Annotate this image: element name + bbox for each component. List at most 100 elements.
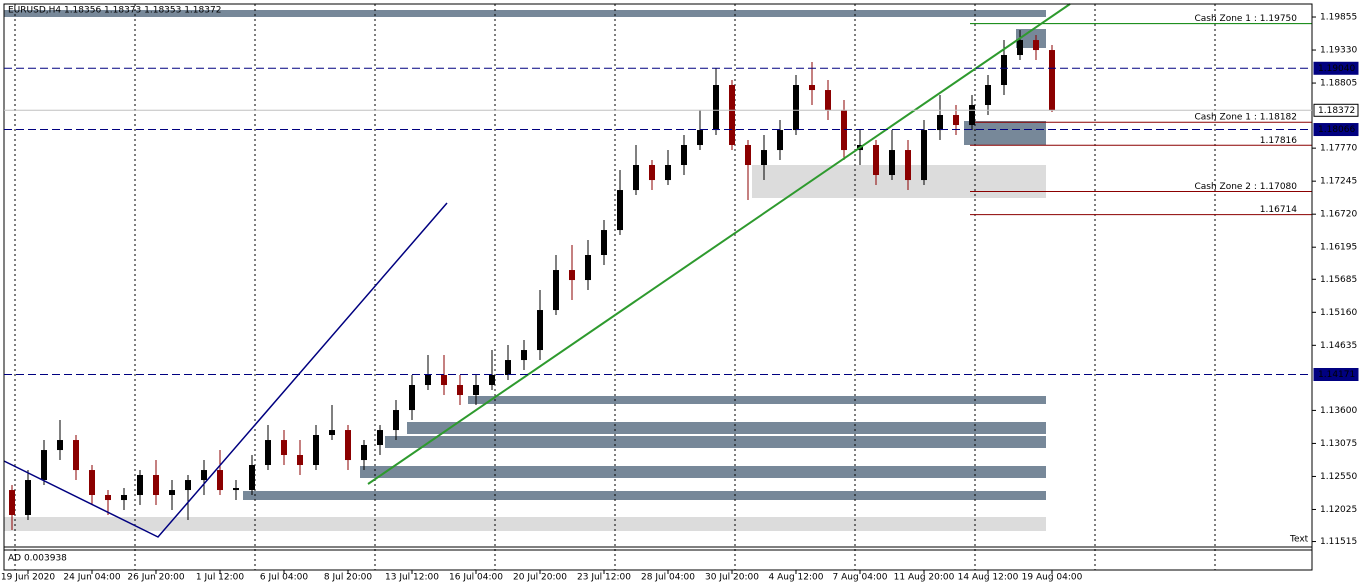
- candle-body: [409, 385, 415, 411]
- x-tick-label: 30 Jul 20:00: [705, 573, 759, 583]
- candle-body: [713, 85, 719, 131]
- candle-body: [313, 435, 319, 466]
- y-tick-label: 1.18805: [1320, 79, 1357, 89]
- candle-body: [905, 150, 911, 181]
- candle-body: [793, 85, 799, 131]
- candle-body: [889, 150, 895, 176]
- x-tick-label: 20 Jul 20:00: [513, 573, 567, 583]
- y-tick-label: 1.19855: [1320, 13, 1357, 23]
- candle-body: [665, 165, 671, 181]
- y-tick-label: 1.12025: [1320, 505, 1357, 515]
- frame: [3, 3, 1313, 571]
- symbol-header: EURUSD,H4 1.18356 1.18373 1.18353 1.1837…: [8, 6, 221, 16]
- candle-body: [873, 145, 879, 176]
- candle-body: [201, 470, 207, 481]
- price-tag-label: 1.19040: [1318, 64, 1355, 74]
- y-tick-label: 1.19330: [1320, 46, 1357, 56]
- candle-body: [265, 440, 271, 466]
- candle-body: [457, 385, 463, 396]
- candle-body: [1049, 50, 1055, 111]
- candle-body: [1017, 40, 1023, 56]
- plot: Cash Zone 1 : 1.19750 Cash Zone 1 : 1.181…: [9, 14, 1312, 531]
- candle-body: [425, 375, 431, 386]
- candle-body: [681, 145, 687, 166]
- candle-body: [553, 270, 559, 311]
- trend-line: [367, 3, 1071, 485]
- zone: [964, 121, 1046, 145]
- x-tick-label: 14 Aug 12:00: [958, 573, 1019, 583]
- candle-body: [89, 470, 95, 496]
- zone: [4, 10, 1046, 17]
- y-tick-label: 1.14635: [1320, 341, 1357, 351]
- candle-body: [585, 255, 591, 281]
- price-tag-label: 1.18372: [1318, 106, 1355, 116]
- candle-body: [1033, 40, 1039, 51]
- candle-body: [217, 470, 223, 491]
- level-label: 1.16714: [1260, 205, 1297, 215]
- candle-body: [521, 350, 527, 361]
- candle-body: [505, 360, 511, 376]
- zones: [4, 10, 1046, 531]
- candle-body: [57, 440, 63, 451]
- candle-body: [345, 430, 351, 461]
- price-tag: [1313, 61, 1359, 75]
- candle-body: [185, 480, 191, 491]
- y-tick-label: 1.15160: [1320, 308, 1357, 318]
- candle-body: [617, 190, 623, 231]
- zone: [407, 422, 1046, 434]
- candle-body: [249, 465, 255, 491]
- candle-body: [825, 90, 831, 111]
- price-tag-label: 1.14171: [1318, 370, 1355, 380]
- y-tick-label: 1.16720: [1320, 210, 1357, 220]
- y-tick-label: 1.17245: [1320, 177, 1357, 187]
- candle-body: [153, 475, 159, 496]
- level-label: 1.17816: [1260, 136, 1297, 146]
- candle-body: [137, 475, 143, 496]
- candle-body: [361, 445, 367, 461]
- price-tag: [1313, 103, 1359, 117]
- indicator-label: AD 0.003938: [8, 554, 67, 564]
- candle-body: [393, 410, 399, 431]
- x-tick-label: 1 Jul 12:00: [196, 573, 245, 583]
- x-tick-label: 28 Jul 04:00: [641, 573, 695, 583]
- candle-body: [809, 85, 815, 91]
- candle-body: [537, 310, 543, 351]
- text-label: Text: [1289, 535, 1309, 545]
- x-tick-label: 26 Jun 20:00: [127, 573, 184, 583]
- candle-body: [745, 145, 751, 166]
- trend-line: [3, 202, 448, 538]
- level-label: Cash Zone 2 : 1.17080: [1194, 182, 1297, 192]
- trend-lines: [3, 3, 1071, 538]
- price-tag: [1313, 123, 1359, 137]
- zone: [4, 517, 1046, 531]
- candle-body: [777, 130, 783, 151]
- candle-body: [937, 115, 943, 131]
- x-tick-label: 11 Aug 20:00: [894, 573, 955, 583]
- candle-body: [1001, 55, 1007, 86]
- price-tag: [1313, 367, 1359, 381]
- x-tick-label: 23 Jul 12:00: [577, 573, 631, 583]
- candle-body: [441, 375, 447, 386]
- zone: [243, 491, 1046, 500]
- candle-body: [921, 130, 927, 181]
- y-tick-label: 1.13075: [1320, 439, 1357, 449]
- y-tick-label: 1.16195: [1320, 243, 1357, 253]
- y-tick-label: 1.15685: [1320, 275, 1357, 285]
- y-tick-label: 1.11515: [1320, 537, 1357, 547]
- candle-body: [985, 85, 991, 106]
- x-tick-label: 19 Aug 04:00: [1022, 573, 1083, 583]
- x-tick-label: 8 Jul 20:00: [324, 573, 373, 583]
- grid: [14, 4, 1216, 570]
- candle-body: [169, 490, 175, 496]
- level-label: Cash Zone 1 : 1.18182: [1194, 113, 1297, 123]
- candle-body: [25, 480, 31, 516]
- candle-body: [73, 440, 79, 471]
- candle-body: [105, 495, 111, 501]
- candle-body: [281, 440, 287, 456]
- candle-body: [569, 270, 575, 281]
- candle-body: [729, 85, 735, 146]
- candle-body: [633, 165, 639, 191]
- candle-body: [121, 495, 127, 501]
- candle-body: [953, 115, 959, 126]
